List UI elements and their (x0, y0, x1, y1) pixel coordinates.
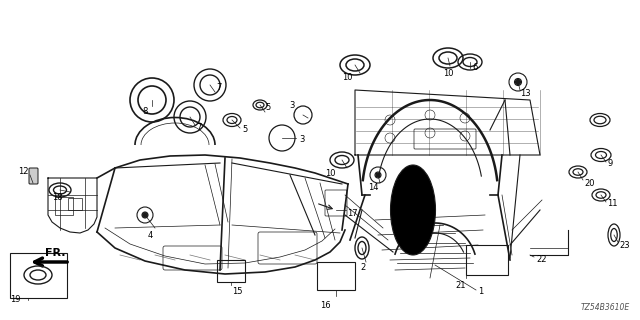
Text: 2: 2 (360, 263, 365, 273)
Text: 15: 15 (232, 287, 243, 297)
Text: 18: 18 (52, 194, 63, 203)
Text: 19: 19 (10, 295, 20, 305)
Text: 10: 10 (342, 74, 353, 83)
Text: 7: 7 (196, 123, 202, 132)
Circle shape (515, 79, 520, 84)
Text: 4: 4 (148, 230, 153, 239)
Text: 10: 10 (325, 169, 335, 178)
Text: 16: 16 (320, 300, 331, 309)
Text: 22: 22 (536, 255, 547, 265)
Circle shape (376, 173, 380, 177)
Text: 13: 13 (520, 90, 531, 99)
Text: 11: 11 (607, 199, 618, 209)
Text: 14: 14 (368, 183, 378, 193)
Text: 3: 3 (290, 100, 295, 109)
Text: FR.: FR. (45, 248, 65, 258)
Text: 23: 23 (619, 241, 630, 250)
Text: 8: 8 (142, 108, 148, 116)
Text: 3: 3 (299, 135, 305, 145)
Text: 17: 17 (347, 209, 358, 218)
Text: 5: 5 (265, 103, 270, 113)
Text: 12: 12 (18, 167, 29, 177)
Text: 21: 21 (455, 282, 465, 291)
Text: 20: 20 (584, 179, 595, 188)
Ellipse shape (390, 165, 435, 255)
Text: 9: 9 (607, 158, 612, 167)
Text: 6: 6 (472, 63, 477, 73)
Text: TZ54B3610E: TZ54B3610E (580, 303, 630, 312)
Circle shape (143, 212, 147, 218)
Text: 1: 1 (478, 287, 483, 297)
Text: 5: 5 (242, 125, 247, 134)
Text: 10: 10 (443, 68, 453, 77)
Text: 7: 7 (216, 84, 221, 92)
FancyBboxPatch shape (29, 168, 38, 184)
